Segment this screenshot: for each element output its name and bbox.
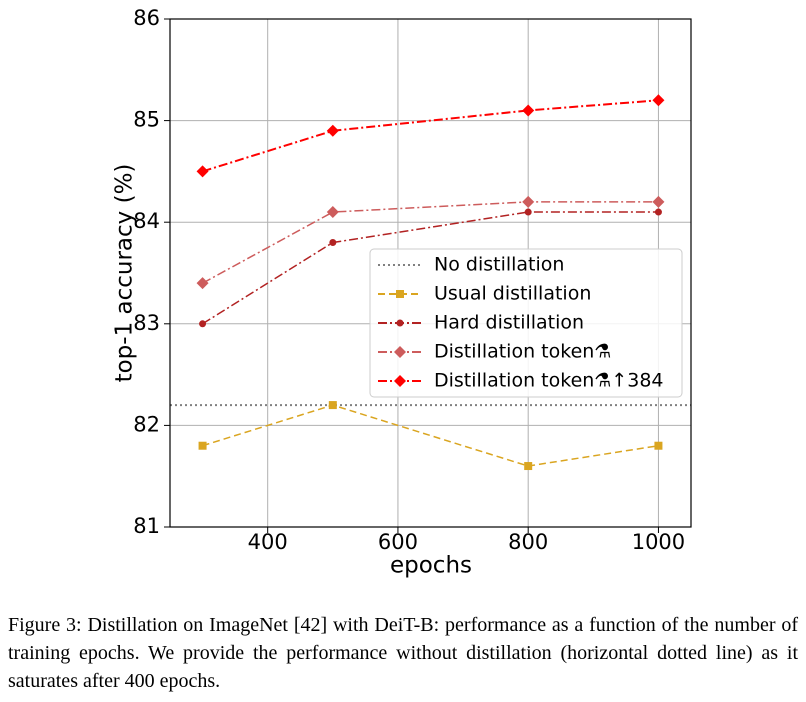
series-line — [202, 201, 659, 284]
marker — [329, 239, 337, 247]
marker — [328, 401, 337, 410]
marker — [196, 277, 209, 290]
legend-marker — [394, 346, 406, 358]
legend-marker — [396, 319, 404, 327]
legend-label: Usual distillation — [434, 283, 591, 305]
y-tick-label: 86 — [133, 6, 160, 30]
y-tick-label: 85 — [133, 108, 160, 132]
series-line — [202, 404, 659, 467]
legend: No distillation Usual distillation Hard di… — [369, 248, 683, 398]
marker — [524, 208, 532, 216]
chart: epochs top-1 accuracy (%) 81 82 83 84 85 86 40… — [112, 6, 692, 579]
y-tick-label: 83 — [133, 311, 160, 335]
marker — [652, 94, 665, 107]
marker — [326, 206, 339, 219]
y-axis-label: top-1 accuracy (%) — [112, 164, 138, 383]
marker — [522, 104, 535, 117]
marker — [326, 124, 339, 137]
caption: Figure 3: Distillation on ImageNet [42] … — [8, 614, 798, 692]
y-tick-label: 84 — [133, 209, 160, 233]
x-axis-label: epochs — [390, 553, 472, 579]
legend-label: Hard distillation — [434, 312, 584, 334]
marker — [522, 195, 535, 208]
legend-label: No distillation — [434, 254, 564, 276]
marker — [196, 165, 209, 178]
marker — [198, 441, 207, 450]
series-line — [202, 211, 659, 325]
plot-frame — [169, 18, 692, 528]
legend-label: Distillation token⚗ — [434, 341, 611, 363]
x-tick-label: 600 — [378, 530, 418, 554]
legend-marker — [396, 290, 404, 298]
y-tick-label: 81 — [133, 514, 160, 538]
marker — [652, 195, 665, 208]
series-line — [202, 99, 659, 173]
x-tick-label: 400 — [248, 530, 288, 554]
x-tick-label: 800 — [508, 530, 548, 554]
marker — [199, 320, 207, 328]
x-tick-label: 1000 — [632, 530, 685, 554]
legend-label: Distillation token⚗↑384 — [434, 370, 664, 392]
y-tick-label: 82 — [133, 412, 160, 436]
marker — [654, 208, 662, 216]
legend-box — [369, 248, 683, 398]
marker — [654, 441, 663, 450]
legend-marker — [394, 375, 406, 387]
marker — [524, 462, 533, 471]
